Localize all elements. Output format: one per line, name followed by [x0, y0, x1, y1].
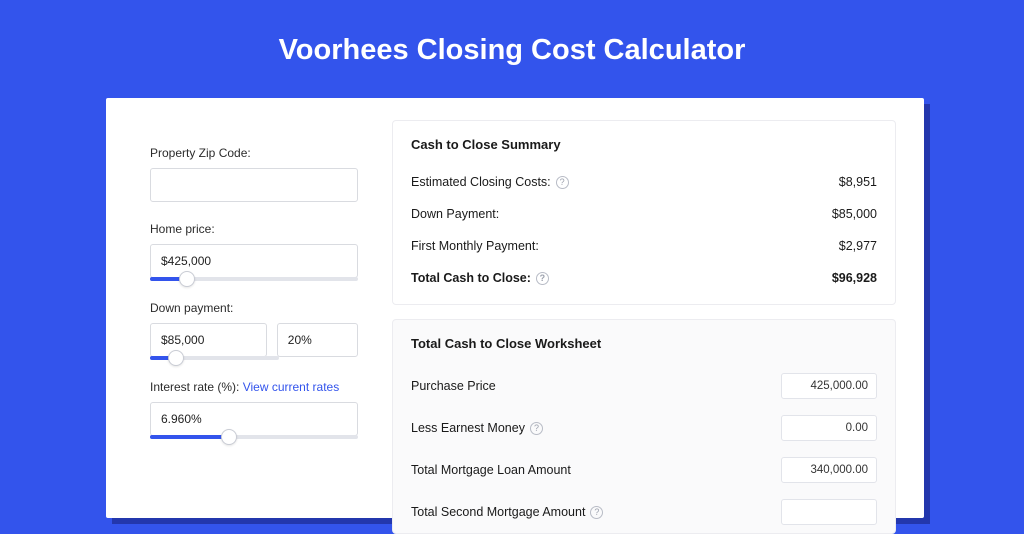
help-icon[interactable]: ? [556, 176, 569, 189]
summary-row-label: Down Payment: [411, 207, 499, 221]
summary-row-value: $8,951 [839, 175, 877, 189]
down-payment-slider[interactable] [150, 356, 279, 360]
worksheet-box: Total Cash to Close Worksheet Purchase P… [392, 319, 896, 534]
interest-rate-slider-thumb[interactable] [221, 429, 237, 445]
worksheet-row-label: Total Mortgage Loan Amount [411, 463, 571, 477]
summary-row-value: $2,977 [839, 239, 877, 253]
down-payment-slider-thumb[interactable] [168, 350, 184, 366]
worksheet-row: Total Second Mortgage Amount? [411, 491, 877, 533]
summary-row: First Monthly Payment: $2,977 [411, 230, 877, 262]
down-payment-field: Down payment: [150, 301, 358, 360]
home-price-slider-thumb[interactable] [179, 271, 195, 287]
summary-total-label: Total Cash to Close: [411, 271, 531, 285]
down-payment-label: Down payment: [150, 301, 358, 315]
help-icon[interactable]: ? [590, 506, 603, 519]
input-panel: Property Zip Code: Home price: Down paym… [106, 98, 376, 518]
home-price-label: Home price: [150, 222, 358, 236]
worksheet-row-input[interactable] [781, 415, 877, 441]
page-title: Voorhees Closing Cost Calculator [0, 0, 1024, 95]
interest-rate-field: Interest rate (%): View current rates [150, 380, 358, 439]
interest-rate-label: Interest rate (%): View current rates [150, 380, 358, 394]
zip-input[interactable] [150, 168, 358, 202]
worksheet-title: Total Cash to Close Worksheet [411, 336, 877, 351]
summary-row: Down Payment: $85,000 [411, 198, 877, 230]
zip-label: Property Zip Code: [150, 146, 358, 160]
worksheet-row: Less Earnest Money? [411, 407, 877, 449]
summary-title: Cash to Close Summary [411, 137, 877, 152]
down-payment-percent-input[interactable] [277, 323, 358, 357]
summary-row-label: First Monthly Payment: [411, 239, 539, 253]
worksheet-row: Purchase Price [411, 365, 877, 407]
summary-total-value: $96,928 [832, 271, 877, 285]
home-price-slider[interactable] [150, 277, 358, 281]
worksheet-row-label: Less Earnest Money [411, 421, 525, 435]
interest-rate-slider[interactable] [150, 435, 358, 439]
summary-box: Cash to Close Summary Estimated Closing … [392, 120, 896, 305]
worksheet-row: Total Mortgage Loan Amount [411, 449, 877, 491]
summary-row-label: Estimated Closing Costs: [411, 175, 551, 189]
summary-row-value: $85,000 [832, 207, 877, 221]
summary-total-row: Total Cash to Close: ? $96,928 [411, 262, 877, 294]
results-panel: Cash to Close Summary Estimated Closing … [376, 98, 924, 518]
down-payment-amount-input[interactable] [150, 323, 267, 357]
zip-field: Property Zip Code: [150, 146, 358, 202]
help-icon[interactable]: ? [530, 422, 543, 435]
worksheet-row-label: Purchase Price [411, 379, 496, 393]
help-icon[interactable]: ? [536, 272, 549, 285]
calculator-card: Property Zip Code: Home price: Down paym… [106, 98, 924, 518]
view-rates-link[interactable]: View current rates [243, 380, 340, 394]
worksheet-row-input[interactable] [781, 373, 877, 399]
worksheet-row-input[interactable] [781, 499, 877, 525]
worksheet-row-label: Total Second Mortgage Amount [411, 505, 585, 519]
interest-rate-input[interactable] [150, 402, 358, 436]
summary-row: Estimated Closing Costs:? $8,951 [411, 166, 877, 198]
worksheet-row-input[interactable] [781, 457, 877, 483]
home-price-field: Home price: [150, 222, 358, 281]
